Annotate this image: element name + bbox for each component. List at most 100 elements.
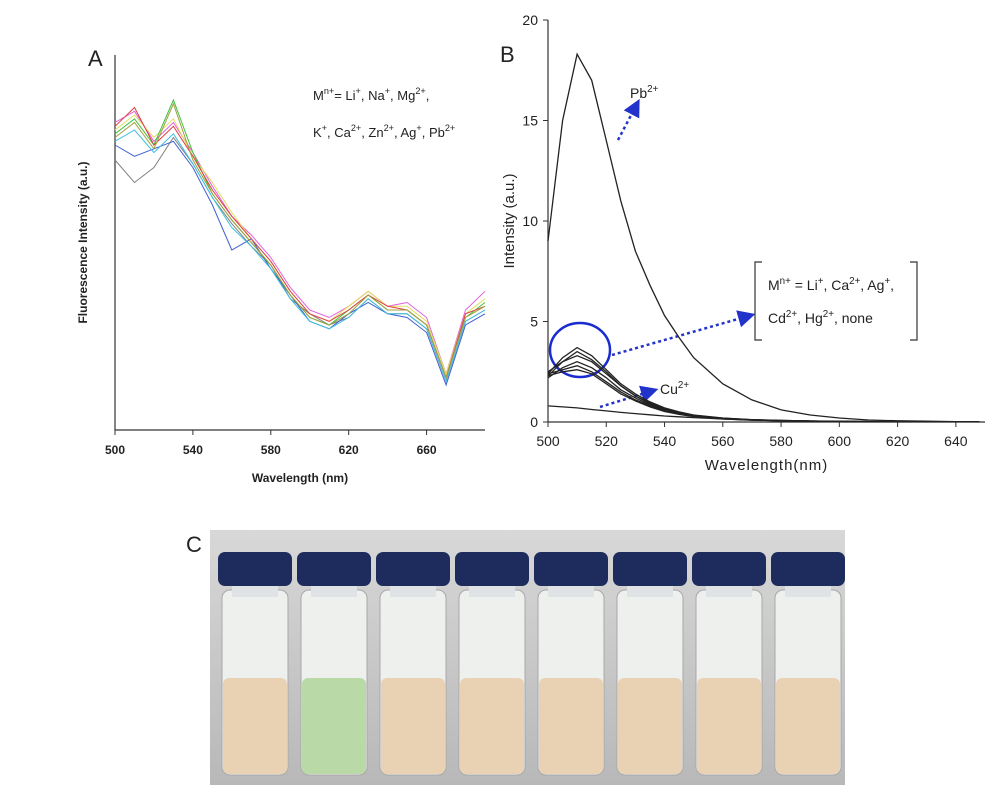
annotation-text: K [313,125,322,140]
annotation: Pb2+​ [630,84,659,101]
annotation: Cu2+​ [660,380,689,397]
annotation-text: , Na [361,88,386,103]
annotation-superscript: 2+ [849,276,860,287]
annotation-text: , Zn [361,125,383,140]
panel-label: A [88,46,103,71]
vial-liquid [776,678,840,774]
x-tick-label: 580 [769,433,793,449]
annotation-text: M [768,277,780,293]
annotation-superscript: + [356,86,361,96]
vial-liquid [460,678,524,774]
annotation-superscript: 2+ [384,123,394,133]
arrow [611,310,756,357]
annotation-superscript: 2+ [351,123,361,133]
annotation-text: = Li [334,88,355,103]
vial-liquid [697,678,761,774]
axis [547,20,985,423]
annotation: Mn+​= Li+​, Na+​, Mg2+​, [313,86,429,103]
annotation-superscript: n+ [780,276,791,287]
series-line [547,346,980,423]
y-axis-title: Fluorescence Intensity (a.u.) [76,161,90,323]
vial-neck [785,583,831,597]
annotation-superscript: 2+ [647,84,658,95]
annotation-text: , Ag [394,125,416,140]
vial-photo [210,530,845,785]
series-line [114,114,486,376]
annotation-text: Cd [768,310,786,326]
x-tick-label: 560 [711,433,735,449]
annotation: K+​, Ca2+​, Zn2+​, Ag+​, Pb2+​ [313,123,455,140]
bracket-box [754,261,918,341]
annotation-superscript: + [322,123,327,133]
annotation-superscript: n+ [324,86,334,96]
x-tick-label: 540 [183,443,203,457]
annotation-superscript: + [818,276,824,287]
x-tick-label: 580 [261,443,281,457]
panel-label: B [500,42,515,67]
vial-neck [390,583,436,597]
series-line [547,405,980,423]
annotation-superscript: 2+ [678,380,689,391]
annotation-superscript: 2+ [415,86,425,96]
highlight-circle [548,321,612,379]
series-line [114,129,486,383]
vial-cap [534,552,608,586]
vial-neck [627,583,673,597]
x-tick-label: 540 [653,433,677,449]
vial-neck [469,583,515,597]
vial-liquid [302,678,366,774]
annotation-text: , [426,88,430,103]
vial-liquid [539,678,603,774]
annotation-text: , Ag [860,277,884,293]
annotation-superscript: 2+ [823,309,834,320]
annotation-text: Pb [630,85,647,101]
series-line [114,136,486,383]
y-tick-label: 5 [530,314,538,330]
annotation: Mn+​ = Li+​, Ca2+​, Ag+​, [768,276,894,293]
annotation-text: M [313,88,324,103]
y-tick-label: 15 [522,113,538,129]
y-tick-label: 0 [530,414,538,430]
vial-liquid [618,678,682,774]
x-axis-title: Wavelength (nm) [252,471,348,485]
annotation-text: , Pb [422,125,445,140]
annotation-text: , Mg [390,88,415,103]
vial-cap [376,552,450,586]
y-tick-label: 20 [522,12,538,28]
annotation-text: , Ca [823,277,849,293]
arrow [616,98,640,141]
vial-cap [771,552,845,586]
vial-cap [455,552,529,586]
vial-liquid [223,678,287,774]
series-line [114,140,486,387]
annotation: Cd2+​, Hg2+​, none [768,309,873,326]
vial-neck [548,583,594,597]
series-line [114,102,486,380]
annotation-text: , Hg [797,310,823,326]
annotation-text: , [890,277,894,293]
x-axis-title: Wavelength(nm) [705,457,828,474]
x-tick-label: 660 [417,443,437,457]
annotation-superscript: 2+ [786,309,797,320]
vial-cap [692,552,766,586]
vial-cap [297,552,371,586]
vial-cap [613,552,687,586]
annotation-superscript: + [884,276,890,287]
x-tick-label: 500 [536,433,560,449]
annotation-superscript: 2+ [445,123,455,133]
series-line [547,365,980,423]
series-line [114,110,486,376]
annotation-superscript: + [416,123,421,133]
annotation-superscript: + [385,86,390,96]
annotation-text: , Ca [327,125,352,140]
series-line [547,360,980,423]
x-tick-label: 620 [886,433,910,449]
vial-liquid [381,678,445,774]
annotation-text: , none [834,310,873,326]
annotation-text: Cu [660,381,678,397]
vial-neck [311,583,357,597]
x-tick-label: 640 [944,433,968,449]
x-tick-label: 600 [828,433,852,449]
